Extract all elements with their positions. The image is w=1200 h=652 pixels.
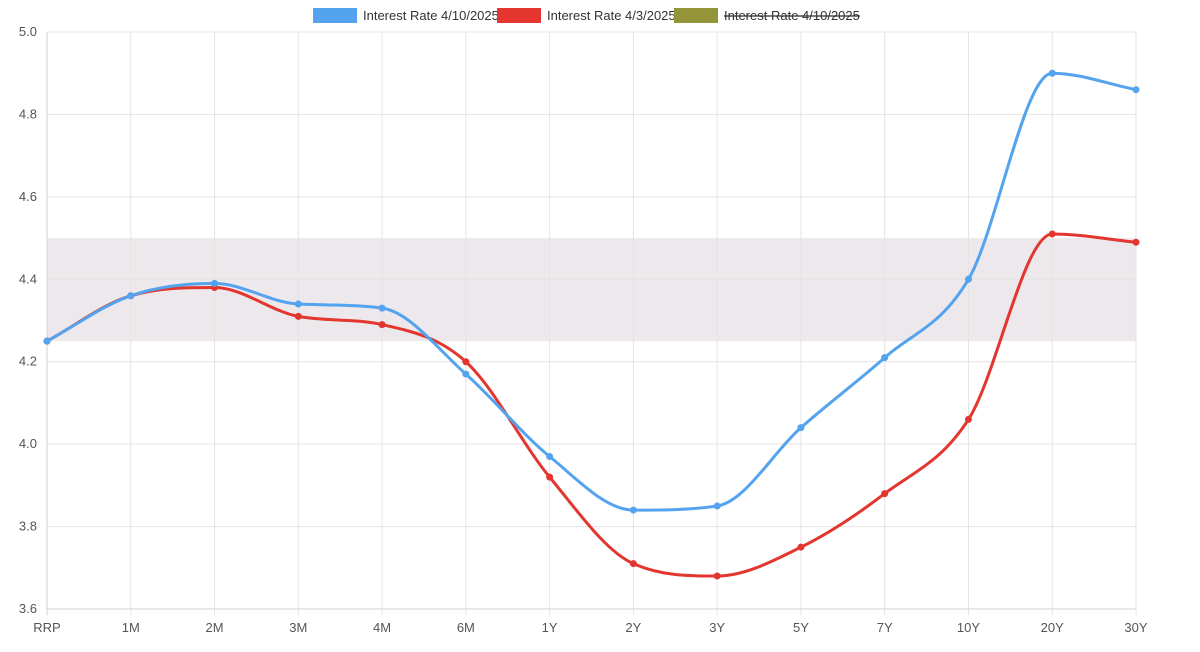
series-2 xyxy=(43,230,1140,580)
data-point xyxy=(378,321,386,329)
x-tick-label: 20Y xyxy=(1041,620,1064,635)
legend-label: Interest Rate 4/10/2025 xyxy=(363,8,499,23)
legend-item[interactable]: Interest Rate 4/10/2025 xyxy=(313,8,499,23)
data-point xyxy=(378,304,386,312)
x-tick-label: 5Y xyxy=(793,620,809,635)
y-tick-label: 4.6 xyxy=(19,189,37,204)
x-tick-label: 3M xyxy=(289,620,307,635)
y-tick-label: 3.6 xyxy=(19,601,37,616)
data-point xyxy=(211,279,219,287)
data-point xyxy=(881,354,889,362)
legend-swatch xyxy=(674,8,718,23)
data-point xyxy=(964,275,972,283)
data-point xyxy=(713,502,721,510)
data-point xyxy=(1048,230,1056,238)
x-tick-label: 6M xyxy=(457,620,475,635)
data-point xyxy=(629,506,637,514)
x-tick-label: 3Y xyxy=(709,620,725,635)
legend-swatch xyxy=(313,8,357,23)
data-point xyxy=(546,453,554,461)
data-point xyxy=(462,358,470,366)
data-point xyxy=(797,424,805,432)
data-point xyxy=(797,543,805,551)
legend-label: Interest Rate 4/10/2025 xyxy=(724,8,860,23)
data-point xyxy=(546,473,554,481)
x-tick-label: 2Y xyxy=(625,620,641,635)
data-point xyxy=(713,572,721,580)
y-tick-label: 4.0 xyxy=(19,436,37,451)
data-point xyxy=(43,337,51,345)
data-point xyxy=(1132,86,1140,94)
data-point xyxy=(127,292,135,300)
legend[interactable]: Interest Rate 4/10/2025 Interest Rate 4/3… xyxy=(313,8,860,23)
legend-swatch xyxy=(497,8,541,23)
y-tick-label: 4.2 xyxy=(19,354,37,369)
data-point xyxy=(629,560,637,568)
data-point xyxy=(294,300,302,308)
x-tick-label: 30Y xyxy=(1124,620,1147,635)
y-tick-label: 4.8 xyxy=(19,106,37,121)
x-tick-label: 1Y xyxy=(542,620,558,635)
x-tick-label: 4M xyxy=(373,620,391,635)
band-rect xyxy=(47,238,1136,342)
data-point xyxy=(1048,69,1056,77)
x-tick-label: 2M xyxy=(206,620,224,635)
legend-label: Interest Rate 4/3/2025 xyxy=(547,8,676,23)
series-line xyxy=(45,71,1138,512)
legend-item[interactable]: Interest Rate 4/10/2025 xyxy=(674,8,860,23)
x-tick-label: 7Y xyxy=(877,620,893,635)
series-1 xyxy=(43,69,1140,514)
data-point xyxy=(294,312,302,320)
data-point xyxy=(881,490,889,498)
data-point xyxy=(964,415,972,423)
data-point xyxy=(1132,238,1140,246)
y-tick-label: 5.0 xyxy=(19,24,37,39)
data-point xyxy=(462,370,470,378)
axes: 3.6 3.8 4.0 4.2 4.4 4.6 4.8 5.0 RRP 1M 2M 3M 4M 6M 1Y 2… xyxy=(19,24,1148,635)
x-tick-label: 10Y xyxy=(957,620,980,635)
x-tick-label: 1M xyxy=(122,620,140,635)
legend-item[interactable]: Interest Rate 4/3/2025 xyxy=(497,8,676,23)
target-rate-band xyxy=(47,238,1136,342)
y-tick-label: 4.4 xyxy=(19,271,37,286)
y-tick-label: 3.8 xyxy=(19,519,37,534)
x-tick-label: RRP xyxy=(33,620,60,635)
series xyxy=(43,69,1140,580)
